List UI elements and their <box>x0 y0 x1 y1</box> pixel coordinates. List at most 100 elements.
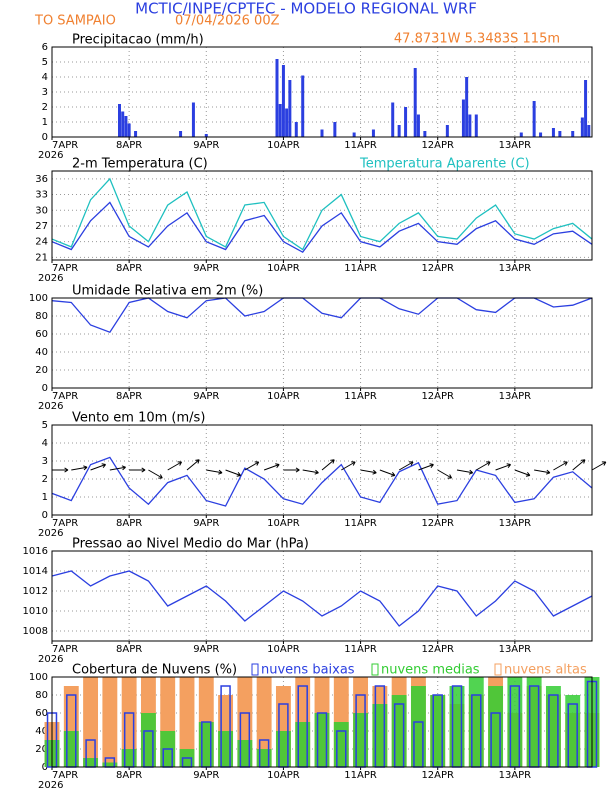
y-tick-label: 0 <box>42 510 48 521</box>
plot-frame <box>51 676 593 768</box>
legend-label: nuvens baixas <box>261 663 355 678</box>
plot-frame <box>51 424 593 516</box>
y-tick-label: 0 <box>42 383 48 394</box>
x-tick-label: 13APR <box>499 770 532 781</box>
x-tick-label: 13APR <box>499 644 532 655</box>
legend-swatch <box>494 663 502 676</box>
cloud-bar <box>102 677 118 767</box>
bar <box>294 122 298 137</box>
bar <box>413 68 417 137</box>
wind-arrow <box>109 465 126 471</box>
wind-arrow <box>52 467 69 473</box>
wind-arrow <box>341 461 356 471</box>
bar <box>474 114 478 137</box>
legend-swatch <box>251 663 259 676</box>
x-tick-label: 11APR <box>344 140 377 151</box>
wind-arrow <box>283 467 300 473</box>
x-tick-label: 10APR <box>267 263 300 274</box>
bar <box>423 131 427 137</box>
bar <box>551 128 555 137</box>
wind-arrow <box>476 461 491 471</box>
year-label: 2026 <box>38 273 63 284</box>
x-tick-label: 8APR <box>116 518 142 529</box>
x-tick-label: 10APR <box>267 770 300 781</box>
bar <box>127 123 131 137</box>
x-tick-label: 8APR <box>116 770 142 781</box>
bar <box>461 99 465 137</box>
x-tick-label: 8APR <box>116 263 142 274</box>
bar <box>539 132 543 137</box>
bar <box>275 59 279 137</box>
bar <box>519 132 523 137</box>
y-tick-label: 2 <box>42 474 48 485</box>
bar <box>179 131 183 137</box>
wind-arrow <box>572 459 586 471</box>
y-tick-label: 3 <box>42 87 48 98</box>
y-tick-label: 36 <box>35 174 48 185</box>
y-tick-label: 27 <box>35 221 48 232</box>
y-tick-label: 1 <box>42 117 48 128</box>
series-line <box>51 297 593 333</box>
plot-frame <box>51 550 593 642</box>
bar <box>587 125 591 137</box>
x-tick-label: 7APR <box>52 140 78 151</box>
bar <box>391 102 395 137</box>
panel-title: Pressao ao Nivel Medio do Mar (hPa) <box>72 537 309 552</box>
y-tick-label: 80 <box>35 690 48 701</box>
x-tick-label: 9APR <box>193 263 219 274</box>
year-label: 2026 <box>38 150 63 161</box>
series-line <box>51 456 593 507</box>
y-tick-label: 20 <box>35 365 48 376</box>
run-date: 07/04/2026 00Z <box>175 14 280 29</box>
cloud-bar <box>83 758 99 767</box>
bar <box>301 75 305 137</box>
wind-arrow <box>321 459 335 471</box>
wind-arrow <box>437 469 453 479</box>
x-tick-label: 12APR <box>421 140 454 151</box>
bar <box>191 102 195 137</box>
wind-arrow <box>71 465 88 471</box>
legend-swatch <box>371 663 379 676</box>
bar <box>584 80 588 137</box>
x-tick-label: 8APR <box>116 140 142 151</box>
x-tick-label: 13APR <box>499 518 532 529</box>
bar <box>288 80 292 137</box>
y-tick-label: 0 <box>42 762 48 773</box>
bar <box>333 122 337 137</box>
bar <box>118 104 121 137</box>
bar <box>571 131 575 137</box>
wind-arrow <box>186 459 200 471</box>
wind-arrow <box>379 469 396 477</box>
y-tick-label: 3 <box>42 456 48 467</box>
x-tick-label: 11APR <box>344 518 377 529</box>
y-tick-label: 5 <box>42 420 48 431</box>
x-tick-label: 8APR <box>116 644 142 655</box>
y-tick-label: 4 <box>42 72 48 83</box>
wind-arrow <box>495 463 511 471</box>
bar <box>558 131 562 137</box>
y-tick-label: 2 <box>42 102 48 113</box>
x-tick-label: 11APR <box>344 263 377 274</box>
year-label: 2026 <box>38 528 63 539</box>
panel-title: Cobertura de Nuvens (%) <box>72 663 237 678</box>
bar <box>445 125 449 137</box>
y-tick-label: 20 <box>35 744 48 755</box>
x-tick-label: 9APR <box>193 391 219 402</box>
y-tick-label: 1 <box>42 492 48 503</box>
x-tick-label: 12APR <box>421 263 454 274</box>
wind-arrow <box>514 469 531 477</box>
y-tick-label: 1016 <box>23 546 48 557</box>
bar <box>468 114 472 137</box>
bar <box>397 125 401 137</box>
panel-title: Precipitacao (mm/h) <box>72 33 204 48</box>
x-tick-label: 10APR <box>267 140 300 151</box>
wind-arrow <box>225 469 241 477</box>
x-tick-label: 12APR <box>421 644 454 655</box>
x-tick-label: 7APR <box>52 644 78 655</box>
x-tick-label: 13APR <box>499 391 532 402</box>
x-tick-label: 12APR <box>421 518 454 529</box>
panel-title: 2-m Temperatura (C) <box>72 157 208 172</box>
wind-arrow <box>553 461 568 471</box>
x-tick-label: 13APR <box>499 263 532 274</box>
y-tick-label: 60 <box>35 329 48 340</box>
